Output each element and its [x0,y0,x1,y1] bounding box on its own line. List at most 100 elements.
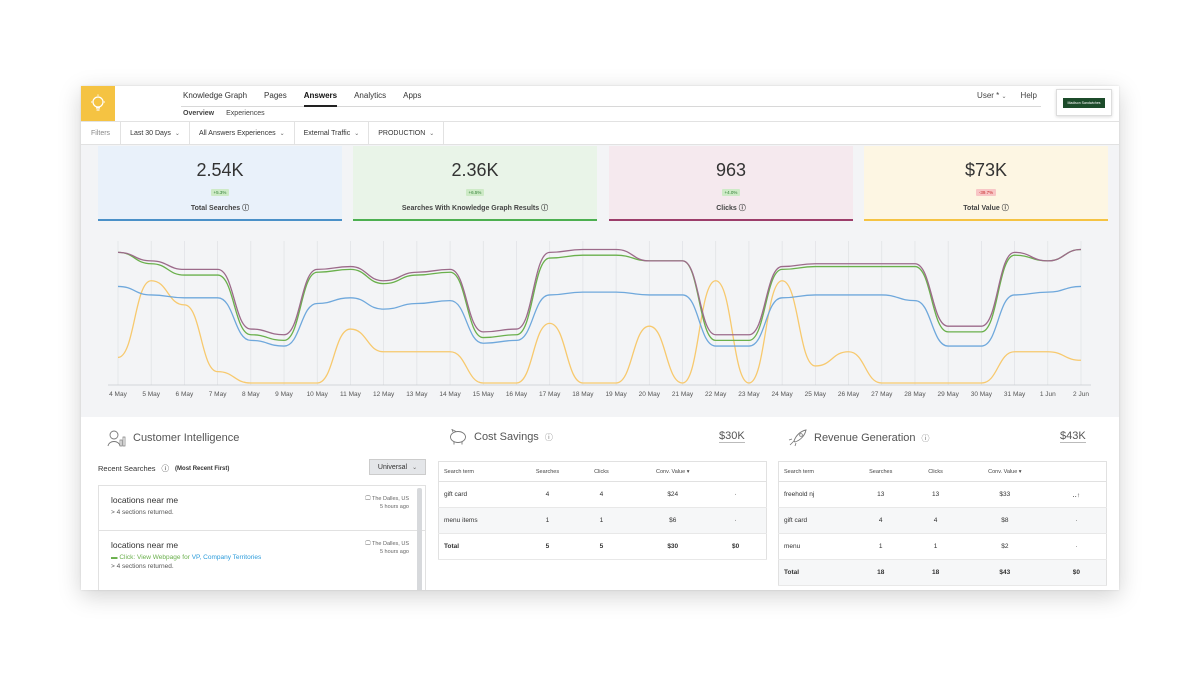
nav-answers[interactable]: Answers [303,91,338,100]
brand-logo[interactable]: Madison Sandwiches [1056,89,1112,116]
filter-traffic[interactable]: External Traffic ⌄ [295,122,370,144]
scrollbar[interactable] [417,488,422,590]
search-location: 🖵 The Dalles, US 5 hours ago [365,540,409,556]
info-icon[interactable]: ⓘ [242,205,250,212]
info-icon[interactable]: ⓘ [541,205,549,212]
recent-searches-label: Recent Searches [98,464,156,473]
chevron-down-icon: ⌄ [354,130,360,137]
search-detail[interactable]: > 4 sections returned. [111,563,174,570]
cell-clicks: 18 [908,559,963,586]
lightbulb-logo-icon[interactable] [81,86,115,121]
filter-experiences-label: All Answers Experiences [198,129,276,137]
search-query: locations near me [111,540,179,550]
series-line[interactable] [117,248,1082,336]
x-tick-label: 4 May [109,391,127,398]
cell-value: $6 [640,507,706,534]
x-tick-label: 23 May [738,391,760,398]
col-trend [1046,461,1107,482]
info-icon[interactable]: ⓘ [738,205,746,212]
col-conv-value-label: Conv. Value [988,468,1018,475]
x-tick-label: 21 May [672,391,694,398]
cell-clicks: 13 [908,481,963,508]
cell-clicks: 1 [562,507,641,534]
cell-value: $33 [962,481,1047,508]
search-detail[interactable]: > 4 sections returned. [111,509,174,516]
x-tick-label: 28 May [904,391,926,398]
recent-searches-header: Recent Searches ⓘ (Most Recent First) [98,463,229,474]
monitor-icon: 🖵 [365,541,371,547]
table-total-row: Total 5 5 $30 $0 [438,533,767,560]
table-row[interactable]: gift card 4 4 $8 · [778,507,1107,534]
trend-chart: 4 May 5 May 6 May 7 May 8 May 9 May 10 May 11 M… [96,233,1096,408]
search-location-text: The Dalles, US [372,541,409,547]
cell-value: $8 [962,507,1047,534]
info-icon[interactable]: ⓘ [161,464,170,473]
nav-knowledge-graph[interactable]: Knowledge Graph [183,91,248,100]
person-chart-icon [107,430,126,447]
customer-intelligence-title: Customer Intelligence [133,432,240,444]
universal-dropdown[interactable]: Universal ⌄ [369,459,426,475]
info-icon[interactable]: ⓘ [1001,205,1009,212]
cell-searches: 4 [853,507,909,534]
stat-label: Clicks ⓘ [609,203,853,213]
nav-pages[interactable]: Pages [264,91,287,100]
filter-date-range[interactable]: Last 30 Days ⌄ [121,122,190,144]
sparkline-icon: · [1046,507,1107,534]
trend-chart-svg: 4 May 5 May 6 May 7 May 8 May 9 May 10 May 11 M… [108,241,1091,398]
series-line[interactable] [117,285,1082,347]
x-tick-label: 16 May [506,391,528,398]
stat-value: 2.54K [196,160,244,180]
list-item[interactable]: locations near me > 4 sections returned.… [99,486,425,531]
subnav-overview[interactable]: Overview [183,110,215,117]
stat-card-kg-searches[interactable]: 2.36K +6.5% Searches With Knowledge Grap… [353,146,597,221]
cell-term: Total [438,533,533,560]
x-tick-label: 14 May [439,391,461,398]
cell-term: Total [778,559,854,586]
table-row[interactable]: gift card 4 4 $24 · [438,481,767,508]
series-line[interactable] [117,280,1082,384]
list-item[interactable]: locations near me ▬ Click: View Webpage … [99,531,425,590]
stat-value: $73K [964,160,1008,180]
table-header-row: Search term Searches Clicks Conv. Value … [778,461,1107,482]
main-nav: Knowledge Graph Pages Answers Analytics … [183,91,421,103]
cell-searches: 4 [532,481,563,508]
table-row[interactable]: menu 1 1 $2 · [778,533,1107,560]
col-clicks: Clicks [562,461,641,482]
x-tick-label: 22 May [705,391,727,398]
stat-label-text: Total Searches [190,205,241,212]
stat-label: Total Searches ⓘ [98,203,342,213]
customer-intelligence-header: Customer Intelligence [107,429,239,447]
user-menu-label: User * [977,91,1000,100]
col-conv-value[interactable]: Conv. Value ▾ [962,461,1047,482]
cost-savings-value[interactable]: $30K [719,430,745,443]
click-event: ▬ Click: View Webpage for VP, Company Te… [111,554,413,561]
subnav-experiences[interactable]: Experiences [226,110,265,117]
info-icon[interactable]: ⓘ [544,432,553,442]
stat-label-text: Clicks [716,205,737,212]
table-row[interactable]: freehold nj 13 13 $33 ‥↑ [778,481,1107,508]
filter-bar: Filters Last 30 Days ⌄ All Answers Experi… [81,121,1119,145]
stat-card-total-searches[interactable]: 2.54K +5.3% Total Searches ⓘ [98,146,342,221]
nav-analytics[interactable]: Analytics [354,91,387,100]
stat-card-total-value[interactable]: $73K -39.7% Total Value ⓘ [864,146,1108,221]
cell-searches: 18 [853,559,909,586]
cell-value: $43 [962,559,1047,586]
revenue-generation-value[interactable]: $43K [1060,430,1086,443]
x-tick-label: 26 May [838,391,860,398]
table-row[interactable]: menu items 1 1 $6 · [438,507,767,534]
cell-clicks: 4 [562,481,641,508]
cell-term: menu [778,533,854,560]
series-line[interactable] [117,248,1082,342]
info-icon[interactable]: ⓘ [921,433,930,443]
filter-environment[interactable]: PRODUCTION ⌄ [369,122,445,144]
click-event-link[interactable]: VP, Company Territories [191,554,262,561]
rocket-icon [788,429,807,447]
user-menu[interactable]: User * ⌄ [977,91,1007,100]
nav-apps[interactable]: Apps [403,91,422,100]
x-tick-label: 18 May [572,391,594,398]
col-conv-value[interactable]: Conv. Value ▾ [640,461,706,482]
help-link[interactable]: Help [1020,91,1037,100]
filter-experiences[interactable]: All Answers Experiences ⌄ [190,122,295,144]
stat-card-clicks[interactable]: 963 +4.0% Clicks ⓘ [609,146,853,221]
filters-label: Filters [81,122,122,144]
